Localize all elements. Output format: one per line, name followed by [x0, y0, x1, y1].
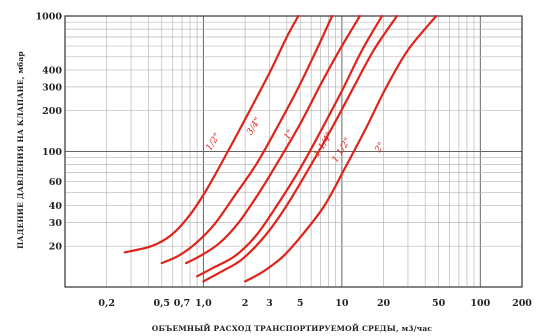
y-tick-labels: 1000 400 300 200 100 60 40 30 20 [36, 12, 63, 253]
x-tick-labels: 0,2 0,5 0,7 1,0 2 3 5 10 20 50 100 200 [98, 298, 532, 309]
y-tick-label: 60 [49, 177, 63, 188]
x-tick-label: 10 [335, 298, 349, 309]
series-line [123, 14, 300, 254]
y-tick-label: 100 [42, 147, 62, 158]
x-tick-label: 20 [377, 298, 391, 309]
y-axis-title: ПАДЕНИЕ ДАВЛЕНИЯ НА КЛАПАНЕ, мбар [16, 51, 25, 249]
grid [65, 16, 522, 287]
x-tick-label: 200 [512, 298, 532, 309]
series-line [202, 14, 399, 283]
x-tick-label: 50 [432, 298, 446, 309]
x-axis-title: ОБЪЕМНЫЙ РАСХОД ТРАНСПОРТИРУЕМОЙ СРЕДЫ, … [152, 323, 433, 333]
series-label: 2" [373, 141, 387, 156]
y-tick-label: 1000 [36, 12, 63, 23]
y-tick-label: 300 [42, 82, 62, 93]
x-tick-label: 1,0 [195, 298, 212, 309]
x-tick-label: 100 [470, 298, 490, 309]
y-tick-label: 30 [49, 218, 63, 229]
plot-frame [64, 15, 523, 288]
y-tick-label: 40 [49, 201, 63, 212]
series-line [244, 14, 438, 283]
y-tick-label: 200 [42, 106, 62, 117]
y-tick-label: 20 [49, 242, 63, 253]
x-tick-label: 5 [297, 298, 304, 309]
series-label: 1" [283, 128, 297, 142]
x-tick-label: 2 [242, 298, 249, 309]
x-tick-label: 3 [266, 298, 273, 309]
x-tick-label: 0,2 [98, 298, 115, 309]
curves [123, 14, 438, 283]
series-line [185, 14, 361, 265]
series-line [160, 14, 334, 265]
y-tick-label: 400 [42, 65, 62, 76]
x-tick-label: 0,5 [154, 298, 171, 309]
series-line [196, 14, 384, 278]
x-tick-label: 0,7 [174, 298, 191, 309]
